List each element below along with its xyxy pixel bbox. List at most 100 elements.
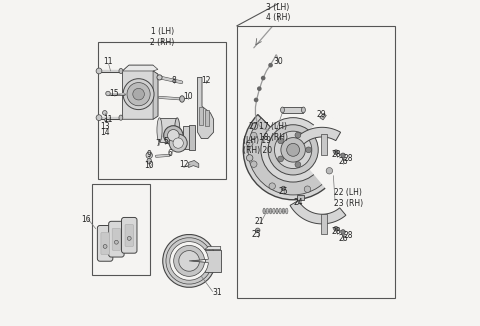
FancyBboxPatch shape (101, 232, 109, 255)
Circle shape (281, 186, 286, 191)
Wedge shape (179, 251, 199, 271)
Circle shape (251, 161, 257, 167)
Circle shape (246, 140, 253, 147)
Circle shape (106, 91, 110, 96)
FancyBboxPatch shape (125, 225, 133, 246)
Text: 28: 28 (332, 150, 341, 159)
Ellipse shape (180, 96, 184, 102)
Bar (297, 195, 304, 200)
Circle shape (127, 82, 150, 106)
Bar (183, 126, 190, 149)
Polygon shape (153, 71, 158, 119)
Bar (204, 250, 221, 272)
Text: 26: 26 (338, 157, 348, 166)
Text: 13: 13 (100, 122, 109, 131)
Ellipse shape (282, 208, 285, 214)
Ellipse shape (105, 118, 107, 122)
Ellipse shape (286, 208, 288, 214)
Text: 28: 28 (343, 154, 353, 163)
Text: 25: 25 (252, 230, 262, 239)
Wedge shape (174, 245, 204, 276)
Ellipse shape (157, 118, 162, 142)
Circle shape (334, 150, 338, 154)
Wedge shape (170, 242, 208, 280)
Text: 21: 21 (254, 217, 264, 226)
Polygon shape (204, 246, 221, 250)
Text: (LH) 19
(RH) 20: (LH) 19 (RH) 20 (242, 136, 272, 156)
Circle shape (103, 111, 107, 115)
Wedge shape (248, 118, 338, 195)
Text: 1 (LH)
2 (RH): 1 (LH) 2 (RH) (150, 27, 174, 47)
Text: 14: 14 (100, 128, 109, 137)
Circle shape (341, 153, 345, 157)
Text: 12: 12 (179, 160, 189, 170)
Text: 10: 10 (184, 92, 193, 101)
Circle shape (258, 87, 261, 90)
Bar (98, 42, 226, 179)
Circle shape (255, 228, 260, 232)
Text: 6: 6 (168, 149, 172, 157)
Polygon shape (197, 77, 214, 139)
Ellipse shape (175, 118, 180, 142)
Circle shape (262, 76, 265, 80)
Ellipse shape (273, 208, 275, 214)
Polygon shape (122, 65, 158, 119)
Circle shape (278, 156, 284, 162)
Circle shape (334, 227, 338, 231)
Text: 28: 28 (343, 231, 353, 240)
Text: 11: 11 (103, 57, 113, 66)
FancyBboxPatch shape (108, 221, 124, 257)
Text: 5: 5 (163, 137, 168, 146)
Wedge shape (166, 238, 211, 284)
Ellipse shape (301, 107, 305, 113)
Wedge shape (163, 234, 214, 287)
Circle shape (254, 98, 258, 102)
Circle shape (114, 240, 118, 244)
Text: 11: 11 (103, 115, 113, 124)
Text: 10: 10 (144, 161, 154, 170)
Circle shape (103, 244, 107, 248)
Bar (92, 184, 150, 275)
Ellipse shape (281, 107, 285, 113)
Circle shape (146, 152, 153, 158)
Wedge shape (243, 114, 343, 200)
Polygon shape (290, 200, 346, 224)
Bar (283, 107, 303, 113)
Circle shape (306, 147, 312, 153)
Ellipse shape (119, 68, 123, 74)
Polygon shape (290, 127, 341, 151)
Circle shape (157, 75, 162, 80)
Polygon shape (189, 160, 199, 168)
Circle shape (281, 138, 305, 162)
Text: 25: 25 (279, 187, 288, 196)
Circle shape (295, 162, 301, 168)
Text: 30: 30 (274, 57, 284, 66)
Circle shape (251, 123, 258, 129)
Polygon shape (320, 113, 326, 120)
Circle shape (169, 134, 187, 152)
Ellipse shape (269, 208, 272, 214)
Circle shape (164, 126, 183, 145)
Circle shape (133, 88, 144, 100)
Circle shape (295, 132, 301, 138)
FancyBboxPatch shape (97, 226, 113, 261)
Bar (199, 107, 204, 125)
Polygon shape (122, 65, 158, 71)
Circle shape (246, 155, 253, 161)
Text: 15: 15 (109, 89, 119, 98)
Bar (189, 125, 195, 150)
Text: 17 (LH)
18 (RH): 17 (LH) 18 (RH) (259, 123, 288, 142)
Bar (321, 134, 327, 155)
Circle shape (269, 64, 272, 67)
Circle shape (251, 132, 257, 139)
Text: 22 (LH)
23 (RH): 22 (LH) 23 (RH) (334, 188, 363, 208)
Text: 8: 8 (172, 76, 176, 85)
Bar (159, 118, 177, 142)
Circle shape (278, 138, 284, 144)
Circle shape (326, 168, 333, 174)
Circle shape (261, 118, 325, 182)
Ellipse shape (276, 208, 278, 214)
Wedge shape (293, 111, 345, 189)
Ellipse shape (119, 115, 123, 120)
Circle shape (168, 129, 179, 141)
